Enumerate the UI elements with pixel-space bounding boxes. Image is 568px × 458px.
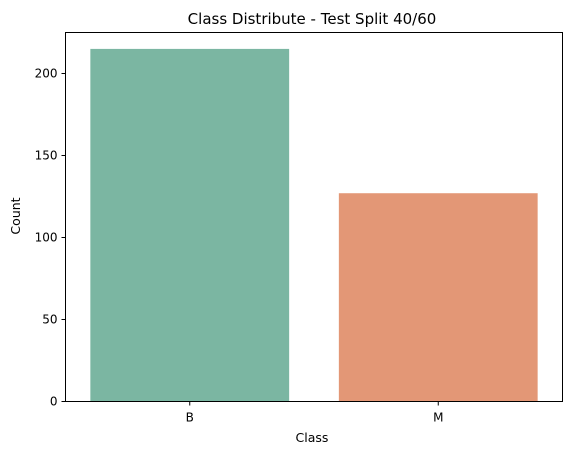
x-tick-label: M (433, 411, 443, 425)
y-tick-label: 100 (35, 231, 58, 245)
y-tick-label: 200 (35, 67, 58, 81)
y-tick-label: 150 (35, 149, 58, 163)
plot-frame (65, 32, 563, 402)
bars-group (90, 48, 538, 402)
y-tick-label: 50 (42, 313, 57, 327)
chart-title: Class Distribute - Test Split 40/60 (188, 10, 437, 28)
bar-b (90, 48, 290, 402)
bar-m (338, 193, 538, 402)
x-tick-label: B (186, 411, 194, 425)
y-axis-label: Count (8, 197, 23, 234)
y-tick-label: 0 (50, 395, 58, 409)
x-axis-label: Class (296, 430, 329, 445)
y-axis: 0 50 100 150 200 (35, 67, 66, 409)
